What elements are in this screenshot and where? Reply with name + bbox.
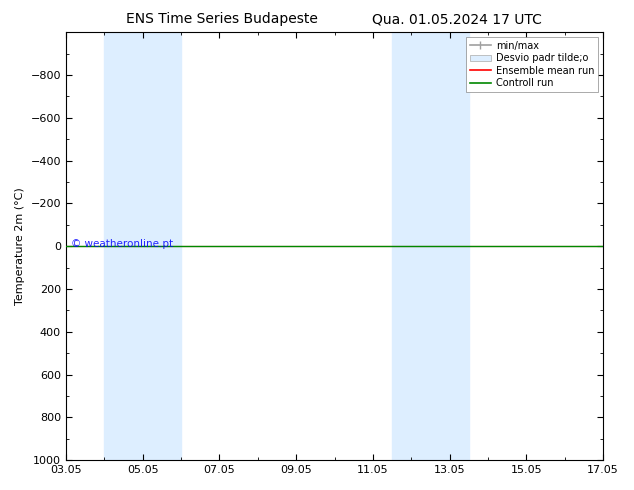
Text: © weatheronline.pt: © weatheronline.pt <box>71 239 174 249</box>
Legend: min/max, Desvio padr tilde;o, Ensemble mean run, Controll run: min/max, Desvio padr tilde;o, Ensemble m… <box>466 37 598 92</box>
Text: Qua. 01.05.2024 17 UTC: Qua. 01.05.2024 17 UTC <box>372 12 541 26</box>
Y-axis label: Temperature 2m (°C): Temperature 2m (°C) <box>15 187 25 305</box>
Text: ENS Time Series Budapeste: ENS Time Series Budapeste <box>126 12 318 26</box>
Bar <box>392 32 469 460</box>
Bar <box>104 32 181 460</box>
